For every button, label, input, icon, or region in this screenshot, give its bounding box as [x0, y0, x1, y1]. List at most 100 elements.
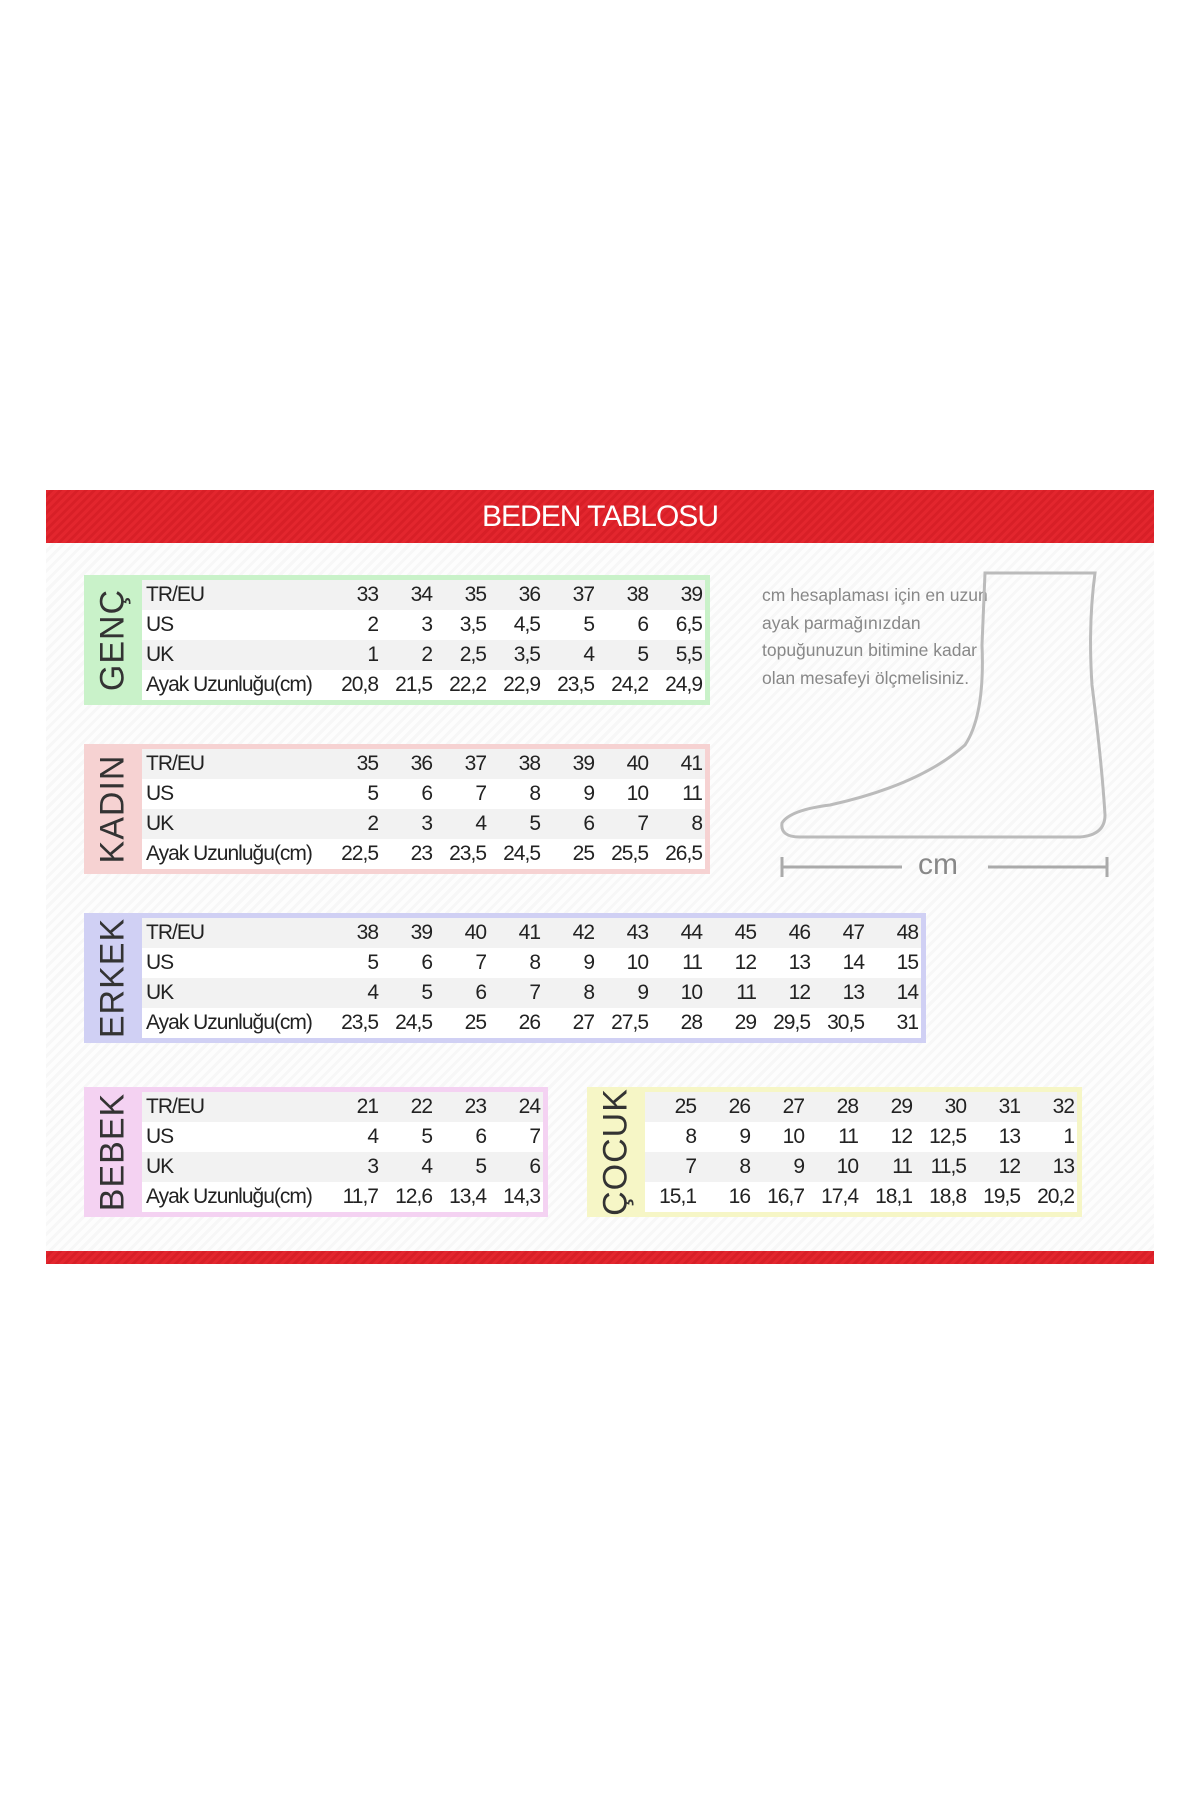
table-cell: 9	[583, 951, 595, 974]
table-cell: 26	[699, 1092, 753, 1122]
table-row: US 5 6 7 8 9 10 11 12 13 14 15	[142, 948, 921, 978]
table-cell: 39	[651, 580, 705, 610]
table-cell: 10	[626, 951, 649, 974]
table-cell: 45	[705, 918, 759, 948]
table-cell: 23,5	[557, 673, 595, 696]
table-cell: 4,5	[513, 613, 541, 636]
table-cell: 1	[1063, 1125, 1075, 1148]
table-cell: 9	[739, 1125, 751, 1148]
table-cell: 8	[529, 782, 541, 805]
row-header: TR/EU	[142, 749, 327, 779]
size-table-cocuk: ÇOCUK 25 26 27 28 29 30 31 32 8 9 10 11 12 12,5 13 1 7 8 9 1…	[587, 1087, 1082, 1217]
category-label: KADIN	[84, 749, 142, 869]
title-banner: BEDEN TABLOSU	[46, 490, 1154, 543]
table-cell: 8	[685, 1125, 697, 1148]
table-row: 25 26 27 28 29 30 31 32	[645, 1092, 1077, 1122]
table-cell: 27,5	[611, 1011, 649, 1034]
table-row: UK 1 2 2,5 3,5 4 5 5,5	[142, 640, 705, 670]
table-cell: 22,5	[341, 842, 379, 865]
table-cell: 23,5	[449, 842, 487, 865]
table-cell: 11	[682, 951, 703, 974]
table-cell: 11	[861, 1152, 915, 1182]
table-cell: 34	[381, 580, 435, 610]
table-cell: 24	[489, 1092, 543, 1122]
table-cell: 47	[813, 918, 867, 948]
foot-icon	[780, 571, 1109, 877]
measurement-note: cm hesaplaması için en uzun ayak parmağı…	[762, 585, 988, 688]
category-label: GENÇ	[84, 580, 142, 700]
row-header: UK	[142, 1152, 327, 1182]
table-cell: 48	[867, 918, 921, 948]
table-cell: 3,5	[489, 640, 543, 670]
table-cell: 5	[421, 1125, 433, 1148]
size-table: TR/EU 21 22 23 24 US 4 5 6 7 UK 3 4 5 6 Ayak Uzunluğu(c…	[142, 1092, 543, 1212]
table-cell: 44	[651, 918, 705, 948]
table-cell: 11,5	[915, 1152, 969, 1182]
table-cell: 7	[597, 809, 651, 839]
table-cell: 41	[489, 918, 543, 948]
size-table: TR/EU 35 36 37 38 39 40 41 US 5 6 7 8 9 10 11 UK 2 3 4 5 6 7 8 A…	[142, 749, 705, 869]
category-label: ERKEK	[84, 918, 142, 1038]
table-cell: 27	[572, 1011, 595, 1034]
table-cell: 18,1	[875, 1185, 913, 1208]
table-cell: 41	[651, 749, 705, 779]
table-cell: 31	[969, 1092, 1023, 1122]
table-cell: 2	[381, 640, 435, 670]
table-cell: 4	[381, 1152, 435, 1182]
table-cell: 6	[435, 978, 489, 1008]
table-cell: 25,5	[611, 842, 649, 865]
table-cell: 2	[327, 809, 381, 839]
table-cell: 9	[753, 1152, 807, 1182]
table-row: US 4 5 6 7	[142, 1122, 543, 1152]
table-cell: 5	[583, 613, 595, 636]
table-cell: 2,5	[435, 640, 489, 670]
row-header: Ayak Uzunluğu(cm)	[146, 1185, 313, 1208]
table-cell: 30,5	[827, 1011, 865, 1034]
table-cell: 36	[381, 749, 435, 779]
table-cell: 12	[969, 1152, 1023, 1182]
table-cell: 30	[915, 1092, 969, 1122]
table-row: TR/EU 35 36 37 38 39 40 41	[142, 749, 705, 779]
table-cell: 11,7	[342, 1185, 379, 1208]
cm-label: cm	[918, 848, 958, 881]
size-table: 25 26 27 28 29 30 31 32 8 9 10 11 12 12,5 13 1 7 8 9 10 11 11…	[645, 1092, 1077, 1212]
table-cell: 7	[475, 782, 487, 805]
table-cell: 5	[367, 951, 379, 974]
size-table-genc: GENÇ TR/EU 33 34 35 36 37 38 39 US 2 3 3,5 4,5 5 6 6,5 UK…	[84, 575, 710, 705]
table-cell: 31	[896, 1011, 919, 1034]
table-cell: 7	[529, 1125, 541, 1148]
table-cell: 6	[489, 1152, 543, 1182]
table-cell: 12	[759, 978, 813, 1008]
row-header: Ayak Uzunluğu(cm)	[146, 842, 313, 865]
table-cell: 29,5	[773, 1011, 811, 1034]
table-cell: 3	[421, 613, 433, 636]
table-row: TR/EU 21 22 23 24	[142, 1092, 543, 1122]
table-cell: 22	[381, 1092, 435, 1122]
table-cell: 11	[705, 978, 759, 1008]
table-cell: 9	[597, 978, 651, 1008]
size-table-erkek: ERKEK TR/EU 38 39 40 41 42 43 44 45 46 47 48 US 5 6 7 8 9 1…	[84, 913, 926, 1043]
table-cell: 6	[475, 1125, 487, 1148]
table-cell: 3	[327, 1152, 381, 1182]
table-row: Ayak Uzunluğu(cm) 22,5 23 23,5 24,5 25 25,5 26,…	[142, 839, 705, 869]
table-cell: 13	[813, 978, 867, 1008]
table-cell: 14	[867, 978, 921, 1008]
table-row: UK 2 3 4 5 6 7 8	[142, 809, 705, 839]
row-header: UK	[142, 640, 327, 670]
table-cell: 10	[782, 1125, 805, 1148]
size-table: TR/EU 33 34 35 36 37 38 39 US 2 3 3,5 4,5 5 6 6,5 UK 1 2 2,…	[142, 580, 705, 700]
table-row: Ayak Uzunluğu(cm) 11,7 12,6 13,4 14,3	[142, 1182, 543, 1212]
table-cell: 5	[435, 1152, 489, 1182]
table-cell: 35	[327, 749, 381, 779]
category-label: ÇOCUK	[587, 1088, 645, 1216]
table-cell: 10	[807, 1152, 861, 1182]
table-cell: 16,7	[767, 1185, 805, 1208]
table-cell: 15	[896, 951, 919, 974]
table-cell: 12	[734, 951, 757, 974]
table-cell: 37	[435, 749, 489, 779]
category-name: ÇOCUK	[596, 1088, 635, 1216]
row-header: US	[146, 613, 174, 636]
table-cell: 28	[680, 1011, 703, 1034]
table-cell: 27	[753, 1092, 807, 1122]
row-header: Ayak Uzunluğu(cm)	[146, 673, 313, 696]
